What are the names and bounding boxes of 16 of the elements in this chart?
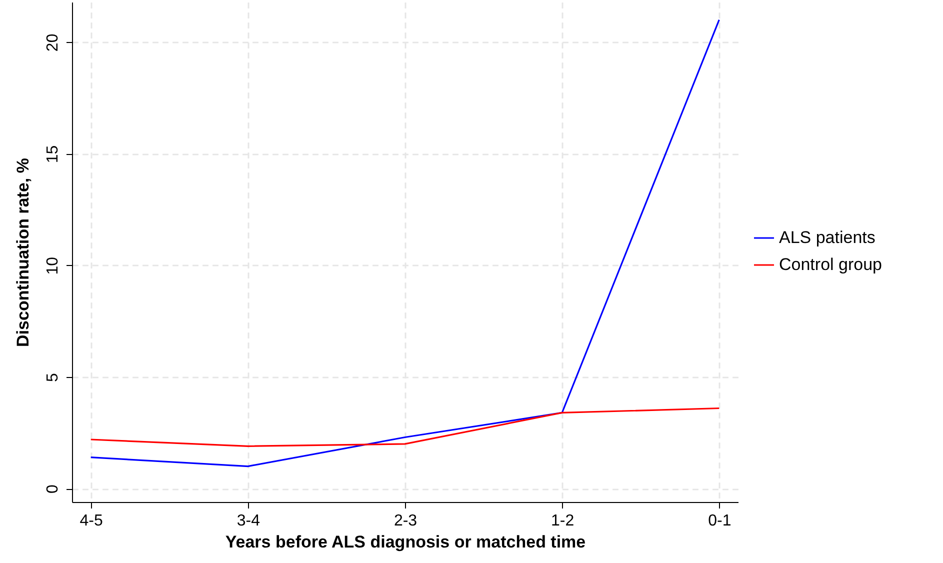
x-axis-title: Years before ALS diagnosis or matched time [225,532,586,552]
y-tick-label: 20 [44,34,62,52]
line-series [90,407,720,447]
y-tick-label: 10 [44,256,62,275]
legend-label: Control group [779,255,882,274]
x-tick-label: 0-1 [708,512,732,530]
legend-label: ALS patients [779,228,876,247]
y-tick-label: 15 [44,145,62,164]
y-axis-title: Discontinuation rate, % [14,158,32,347]
x-tick-label: 2-3 [394,512,418,530]
x-tick-label: 4-5 [80,512,104,530]
x-tick-label: 1-2 [551,512,574,530]
y-tick-label: 5 [44,372,62,382]
line-series [90,19,720,468]
x-tick-label: 3-4 [236,512,260,530]
y-tick-label: 0 [44,484,62,494]
